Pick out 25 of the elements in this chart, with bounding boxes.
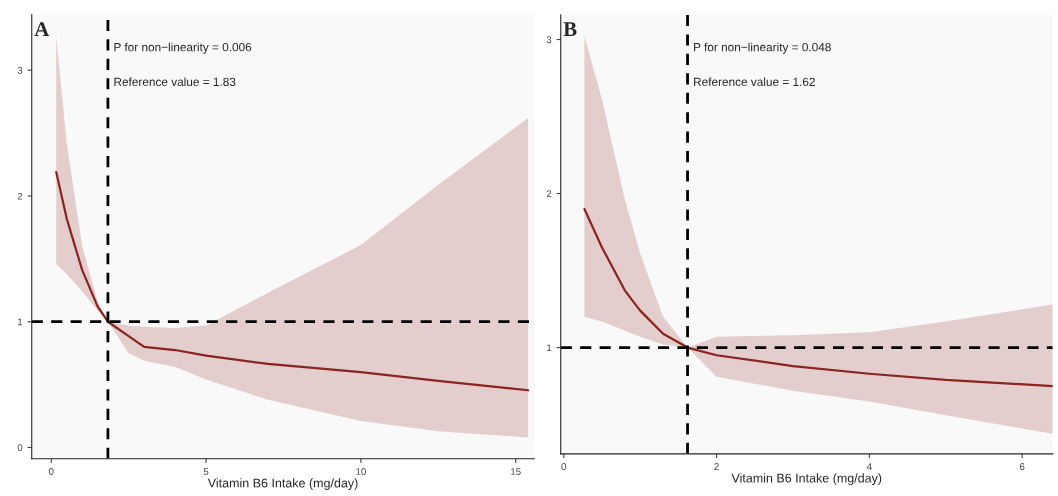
annotation: Reference value = 1.83 [114,77,236,87]
y-tick-label: 2 [17,192,23,200]
x-tick-label: 0 [561,463,567,471]
annotation: P for non−linearity = 0.006 [114,42,252,54]
y-tick-label: 3 [546,36,552,44]
y-tick-label: 1 [547,344,552,352]
x-axis-title: Vitamin B6 Intake (mg/day) [207,478,358,490]
x-tick-label: 4 [866,463,872,470]
y-tick-label: 2 [546,190,552,198]
y-tick-label: 3 [17,66,23,74]
y-tick-label: 0 [17,444,23,452]
x-tick-label: 5 [203,468,209,475]
x-tick-label: 0 [48,468,54,475]
x-tick-label: 15 [511,468,521,475]
annotation: P for non−linearity = 0.048 [694,42,831,54]
annotation: Reference value = 1.62 [694,77,815,87]
x-axis-title: Vitamin B6 Intake (mg/day) [731,473,882,485]
x-tick-label: 6 [1019,463,1025,471]
annotation: A [34,22,50,36]
line-series [583,207,1053,388]
x-tick-label: 2 [714,463,719,470]
x-tick-label: 10 [356,468,366,475]
line-series [55,170,530,392]
annotation: B [563,22,577,36]
y-tick-label: 1 [18,318,23,326]
